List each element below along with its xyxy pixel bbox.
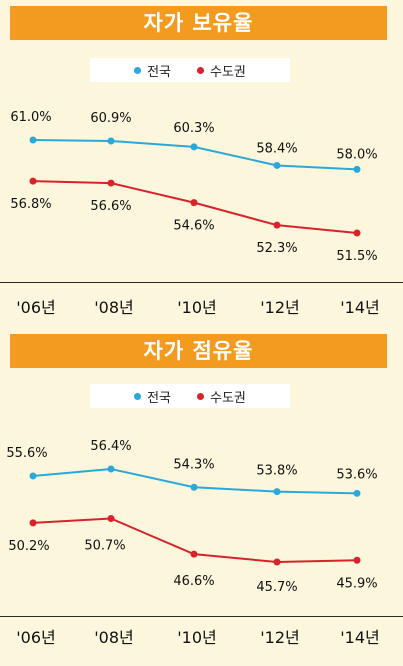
data-label-capital: 51.5%	[336, 249, 377, 264]
data-point-capital	[190, 199, 198, 207]
data-label-national: 53.6%	[336, 467, 377, 482]
data-point-capital	[107, 179, 115, 187]
legend-label-capital: 수도권	[210, 64, 246, 80]
data-point-national	[273, 488, 281, 496]
legend-label-national: 전국	[147, 390, 172, 406]
data-label-capital: 50.2%	[8, 539, 49, 554]
x-tick-label: '12년	[260, 298, 300, 317]
x-tick-label: '06년	[16, 628, 56, 647]
data-point-national	[190, 483, 198, 491]
x-tick-label: '08년	[94, 298, 134, 317]
legend-item-capital: 수도권	[197, 387, 246, 406]
chart-panel-occupancy: 자가 점유율 전국 수도권 55.6% 56.4% 54.3% 53.8% 53.6% 5…	[0, 328, 403, 666]
legend-label-capital: 수도권	[210, 390, 246, 406]
x-tick-label: '10년	[177, 628, 217, 647]
x-tick-label: '06년	[16, 298, 56, 317]
x-axis-labels-ownership: '06년 '08년 '10년 '12년 '14년	[0, 294, 403, 320]
data-point-national	[29, 136, 37, 144]
data-label-capital: 45.9%	[336, 576, 377, 591]
data-point-national	[107, 465, 115, 473]
data-label-national: 60.3%	[173, 121, 214, 136]
x-tick-label: '14년	[340, 298, 380, 317]
data-label-capital: 46.6%	[173, 574, 214, 589]
plot-area-occupancy: 55.6% 56.4% 54.3% 53.8% 53.6% 50.2% 50.7% 46.6%…	[6, 439, 377, 595]
chart-title-occupancy: 자가 점유율	[10, 334, 387, 368]
data-point-capital	[273, 558, 281, 566]
data-point-national	[107, 137, 115, 145]
data-label-national: 54.3%	[173, 457, 214, 472]
data-point-national	[353, 165, 361, 173]
data-label-national: 55.6%	[6, 446, 47, 461]
data-label-national: 56.4%	[90, 439, 131, 454]
legend-label-national: 전국	[147, 64, 172, 80]
data-label-capital: 54.6%	[173, 219, 214, 234]
chart-title-ownership: 자가 보유율	[10, 6, 387, 40]
x-tick-label: '12년	[260, 628, 300, 647]
data-label-capital: 52.3%	[256, 241, 297, 256]
data-point-national	[190, 143, 198, 151]
legend-item-national: 전국	[134, 61, 171, 80]
legend-ownership: 전국 수도권	[90, 58, 290, 82]
data-label-capital: 45.7%	[256, 580, 297, 595]
data-point-capital	[29, 177, 37, 185]
data-point-national	[29, 472, 37, 480]
legend-dot-capital	[197, 392, 205, 400]
data-label-capital: 56.8%	[10, 197, 51, 212]
data-label-capital: 56.6%	[90, 199, 131, 214]
data-point-capital	[353, 556, 361, 564]
chart-panel-ownership: 자가 보유율 전국 수도권 61.0% 60.9% 60.3% 58.4% 58.0% 5…	[0, 0, 403, 328]
data-point-capital	[273, 221, 281, 229]
x-axis-labels-occupancy: '06년 '08년 '10년 '12년 '14년	[0, 624, 403, 650]
data-point-capital	[107, 515, 115, 523]
plot-area-ownership: 61.0% 60.9% 60.3% 58.4% 58.0% 56.8% 56.6% 54.6%…	[10, 110, 377, 264]
x-tick-label: '10년	[177, 298, 217, 317]
legend-dot-national	[134, 392, 142, 400]
data-label-national: 58.0%	[336, 147, 377, 162]
legend-dot-national	[134, 66, 142, 74]
x-axis-line-occupancy	[0, 616, 403, 617]
data-point-capital	[353, 229, 361, 237]
x-tick-label: '14년	[340, 628, 380, 647]
legend-item-capital: 수도권	[197, 61, 246, 80]
data-point-national	[273, 161, 281, 169]
data-label-capital: 50.7%	[84, 539, 125, 554]
data-point-capital	[190, 550, 198, 558]
data-label-national: 61.0%	[10, 110, 51, 125]
legend-dot-capital	[197, 66, 205, 74]
data-point-capital	[29, 519, 37, 527]
legend-item-national: 전국	[134, 387, 171, 406]
x-axis-line-ownership	[0, 282, 403, 283]
data-point-national	[353, 489, 361, 497]
data-label-national: 58.4%	[256, 141, 297, 156]
data-label-national: 60.9%	[90, 111, 131, 126]
x-tick-label: '08년	[94, 628, 134, 647]
legend-occupancy: 전국 수도권	[90, 384, 290, 408]
data-label-national: 53.8%	[256, 464, 297, 479]
